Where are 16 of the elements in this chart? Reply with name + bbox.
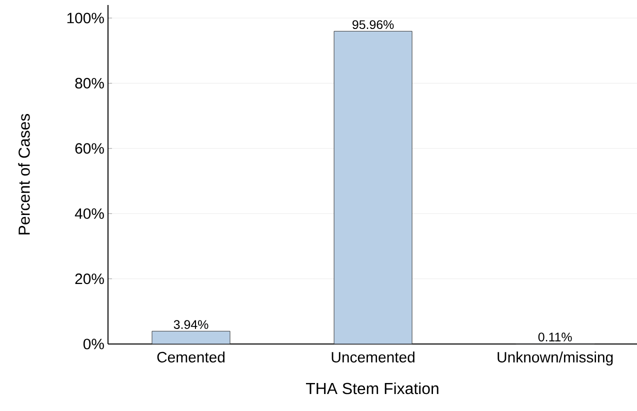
y-tick-label: 40%: [74, 208, 104, 219]
data-label: 0.11%: [538, 332, 572, 342]
bar: [152, 331, 230, 344]
data-label: 95.96%: [352, 20, 394, 30]
x-tick-label: Uncemented: [332, 352, 414, 362]
bar: [334, 30, 412, 344]
y-tick-label: 100%: [67, 12, 104, 24]
x-tick-label: Cemented: [157, 352, 225, 362]
y-tick-label: 20%: [75, 274, 104, 284]
x-axis-title: THA Stem Fixation: [306, 382, 438, 394]
data-label: 3.94%: [174, 320, 208, 329]
y-tick-label: 60%: [75, 143, 104, 154]
x-tick-label: Unknown/missing: [498, 352, 613, 366]
y-axis-title: Percent of Cases: [18, 114, 30, 234]
y-tick-label: 80%: [75, 78, 104, 89]
y-tick-label: 0%: [83, 338, 104, 350]
